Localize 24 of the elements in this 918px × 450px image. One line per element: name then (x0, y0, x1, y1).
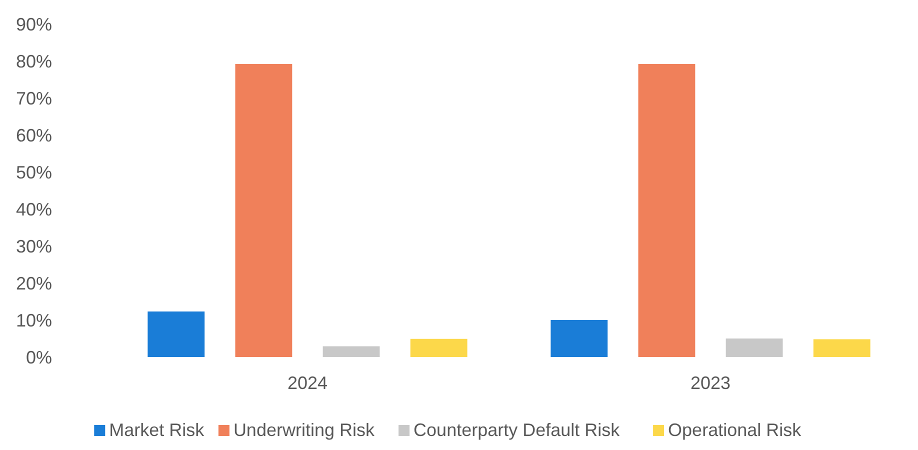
y-tick-label: 90% (16, 14, 52, 34)
y-tick-label: 80% (16, 51, 52, 72)
y-tick-label: 50% (16, 162, 52, 182)
y-tick-label: 40% (16, 199, 52, 220)
y-tick-label: 70% (16, 88, 52, 108)
y-tick-label: 0% (26, 347, 52, 368)
bar (550, 320, 608, 357)
x-tick-label: 2023 (690, 373, 731, 393)
legend-label: Counterparty Default Risk (414, 420, 621, 440)
bar (813, 339, 870, 357)
legend-label: Operational Risk (668, 420, 802, 440)
bar (410, 338, 468, 357)
legend-label: Market Risk (109, 420, 206, 440)
bar (235, 64, 292, 357)
bar (638, 64, 696, 357)
x-tick-label: 2024 (287, 373, 328, 393)
y-tick-label: 10% (16, 310, 52, 330)
y-tick-label: 60% (16, 125, 52, 146)
legend-label: Underwriting Risk (233, 420, 376, 440)
y-tick-label: 20% (16, 273, 52, 294)
bar (148, 311, 205, 357)
bar (726, 338, 783, 357)
y-tick-label: 30% (16, 236, 52, 256)
bar (322, 346, 380, 357)
